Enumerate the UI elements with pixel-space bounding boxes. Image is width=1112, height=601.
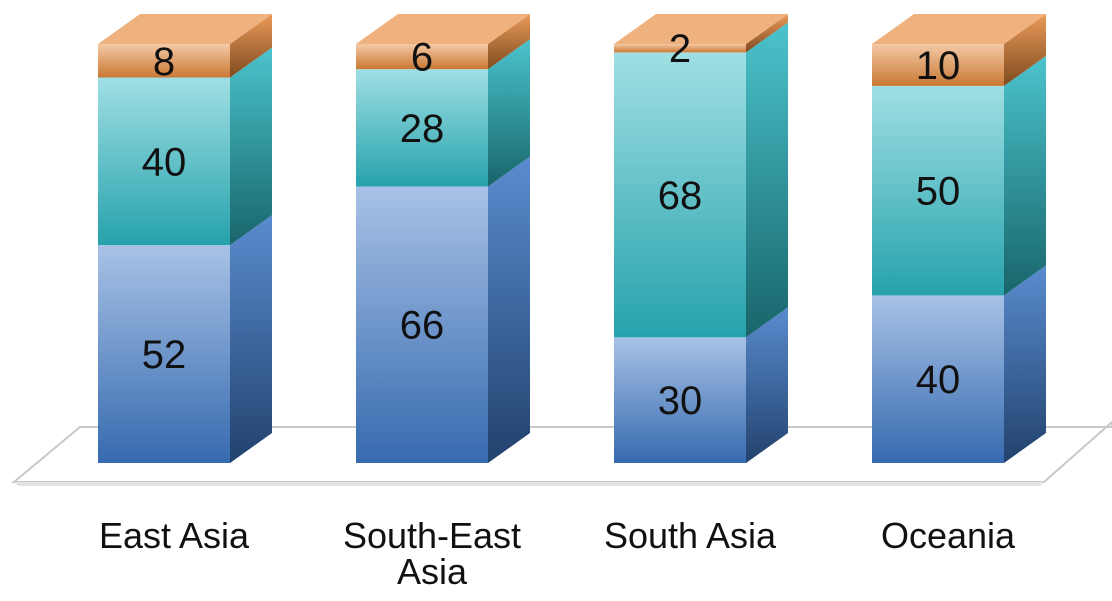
bars-group <box>98 14 1046 463</box>
bar-segment-2-2 <box>614 44 746 53</box>
bar-top-3 <box>872 14 1046 44</box>
bar-segment-0-1 <box>98 77 230 246</box>
bar-side-1-2 <box>488 14 530 70</box>
bar-segment-2-1 <box>614 52 746 338</box>
bar-segment-0-2 <box>98 44 230 78</box>
bar-side-2-2 <box>746 14 788 53</box>
bar-side-3-1 <box>1004 55 1046 296</box>
data-label-2-1: 68 <box>658 174 703 218</box>
category-label-0: East Asia <box>99 515 250 556</box>
bar-side-0-0 <box>230 215 272 463</box>
bar-top-2 <box>614 14 788 44</box>
data-label-3-1: 50 <box>916 170 961 214</box>
category-label-1-line-1: Asia <box>397 551 468 592</box>
bar-segment-1-0 <box>356 186 488 463</box>
bar-side-2-0 <box>746 307 788 463</box>
bar-segment-2-0 <box>614 337 746 463</box>
data-label-2-2: 2 <box>669 27 691 71</box>
data-label-3-0: 40 <box>916 358 961 402</box>
data-label-0-0: 52 <box>142 333 187 377</box>
bar-side-0-2 <box>230 14 272 78</box>
bar-segment-3-0 <box>872 295 1004 463</box>
data-label-1-2: 6 <box>411 36 433 80</box>
bar-segment-3-1 <box>872 85 1004 296</box>
bar-top-0 <box>98 14 272 44</box>
category-label-3: Oceania <box>881 515 1016 556</box>
data-label-2-0: 30 <box>658 379 703 423</box>
bar-side-0-1 <box>230 47 272 246</box>
data-label-1-0: 66 <box>400 304 445 348</box>
bar-side-3-0 <box>1004 265 1046 463</box>
bar-segment-3-2 <box>872 44 1004 86</box>
bar-side-3-2 <box>1004 14 1046 86</box>
data-label-0-2: 8 <box>153 40 175 84</box>
floor-edge <box>14 482 1044 486</box>
category-label-1-line-0: South-East <box>343 515 521 556</box>
bar-side-1-0 <box>488 156 530 463</box>
bar-top-1 <box>356 14 530 44</box>
bar-side-2-1 <box>746 22 788 338</box>
chart-floor <box>11 420 1112 486</box>
bar-segment-0-0 <box>98 245 230 463</box>
bar-segment-1-2 <box>356 44 488 70</box>
data-label-1-1: 28 <box>400 107 445 151</box>
bar-segment-1-1 <box>356 69 488 187</box>
bar-side-1-1 <box>488 39 530 187</box>
data-label-0-1: 40 <box>142 140 187 184</box>
data-label-3-2: 10 <box>916 44 961 88</box>
category-label-2: South Asia <box>604 515 777 556</box>
data-labels-group: 52 40 8 66 28 6 30 68 2 40 50 10 <box>142 27 961 423</box>
